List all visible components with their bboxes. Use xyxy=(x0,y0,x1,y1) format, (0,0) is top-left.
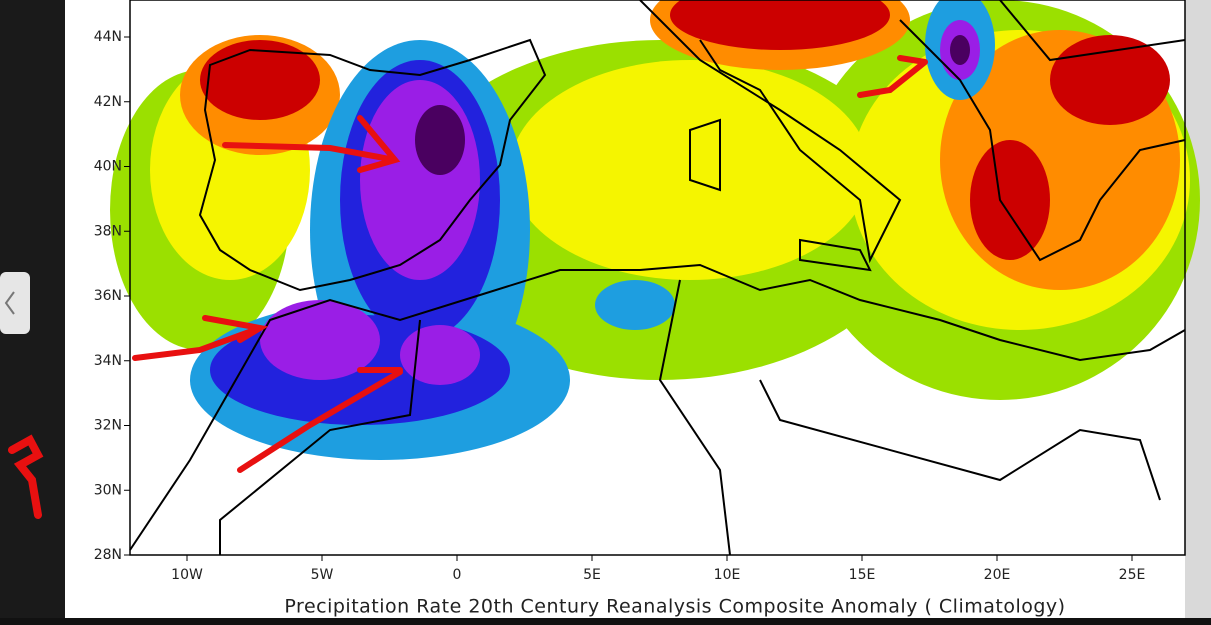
iberia xyxy=(198,38,547,292)
borders xyxy=(219,319,421,555)
lon-label: 5E xyxy=(583,567,601,583)
contour-blue xyxy=(595,280,675,330)
lon-label: 20E xyxy=(984,567,1011,583)
lon-label: 25E xyxy=(1119,567,1146,583)
coastlines xyxy=(129,0,1186,556)
contour-purple xyxy=(400,325,480,385)
back-button[interactable] xyxy=(0,272,30,334)
lon-label: 0 xyxy=(453,567,462,583)
lat-label: 42N xyxy=(94,94,122,110)
arrow xyxy=(222,115,401,173)
map-caption: Precipitation Rate 20th Century Reanalys… xyxy=(284,596,1065,618)
lat-label: 28N xyxy=(94,547,122,563)
contour-maroon xyxy=(415,105,465,175)
africa-coast xyxy=(129,263,1186,551)
map-frame xyxy=(129,0,1186,556)
lon-label: 5W xyxy=(311,567,334,583)
contour-red xyxy=(1050,35,1170,125)
lon-label: 10E xyxy=(714,567,741,583)
lat-label: 40N xyxy=(94,159,122,175)
back-icon xyxy=(4,291,15,315)
annotation-arrows xyxy=(8,55,928,519)
lat-label: 32N xyxy=(94,418,122,434)
lat-label: 38N xyxy=(94,223,122,239)
contour-red xyxy=(670,0,890,50)
bottom-strip xyxy=(0,618,1211,625)
lat-label: 30N xyxy=(94,482,122,498)
lat-label: 44N xyxy=(94,29,122,45)
lon-label: 15E xyxy=(849,567,876,583)
scribble xyxy=(8,434,44,519)
arrow xyxy=(237,367,403,473)
anomaly-field xyxy=(110,0,1200,460)
contour-purple xyxy=(360,80,480,280)
italy xyxy=(639,0,902,272)
side-strip xyxy=(1185,0,1211,618)
lon-label: 10W xyxy=(171,567,203,583)
contour-red xyxy=(970,140,1050,260)
lat-label: 34N xyxy=(94,353,122,369)
borders xyxy=(658,279,1161,556)
lat-label: 36N xyxy=(94,288,122,304)
arrow xyxy=(857,55,928,98)
contour-maroon xyxy=(950,35,970,65)
arrow xyxy=(132,315,269,361)
contour-purple xyxy=(260,300,380,380)
contour-red xyxy=(200,40,320,120)
balkans xyxy=(899,0,1186,262)
